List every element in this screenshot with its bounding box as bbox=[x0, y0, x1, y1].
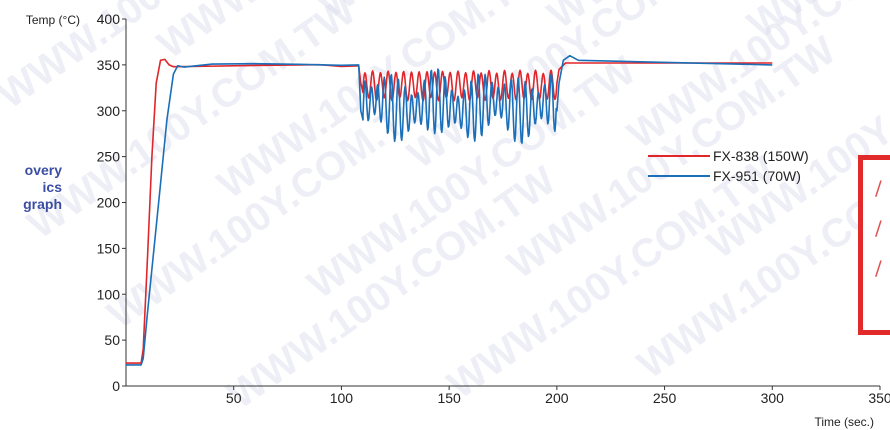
y-axis-label: Temp (°C) bbox=[26, 13, 80, 27]
y-tick-label: 200 bbox=[97, 195, 121, 211]
x-tick-label: 150 bbox=[437, 390, 461, 406]
x-tick-label: 250 bbox=[653, 390, 677, 406]
y-tick-label: 400 bbox=[97, 11, 121, 27]
side-label-line-1: overy bbox=[24, 162, 62, 178]
y-tick-label: 50 bbox=[104, 332, 120, 348]
x-tick-label: 300 bbox=[761, 390, 785, 406]
x-tick-label: 200 bbox=[545, 390, 569, 406]
red-box-glyph-2: / bbox=[875, 216, 882, 240]
y-tick-label: 150 bbox=[97, 240, 121, 256]
y-tick-label: 250 bbox=[97, 149, 121, 165]
side-label-line-2: ics bbox=[42, 179, 62, 195]
series-line-2 bbox=[126, 54, 773, 366]
x-tick-label: 50 bbox=[226, 390, 242, 406]
y-tick-label: 300 bbox=[97, 103, 121, 119]
x-tick-label: 100 bbox=[330, 390, 354, 406]
legend-label: FX-951 (70W) bbox=[713, 168, 801, 184]
red-box-glyph-1: / bbox=[875, 176, 882, 200]
y-tick-label: 100 bbox=[97, 286, 121, 302]
legend-label: FX-838 (150W) bbox=[713, 148, 809, 164]
red-note-box: / / / bbox=[858, 155, 890, 335]
side-label-clip: overy ics graph bbox=[0, 160, 62, 230]
y-tick-label: 0 bbox=[112, 378, 120, 394]
y-tick-label: 350 bbox=[97, 57, 121, 73]
x-axis-label: Time (sec.) bbox=[814, 415, 874, 429]
x-tick-label: 350 bbox=[868, 390, 890, 406]
red-box-glyph-3: / bbox=[875, 256, 882, 280]
side-label-line-3: graph bbox=[23, 196, 62, 212]
